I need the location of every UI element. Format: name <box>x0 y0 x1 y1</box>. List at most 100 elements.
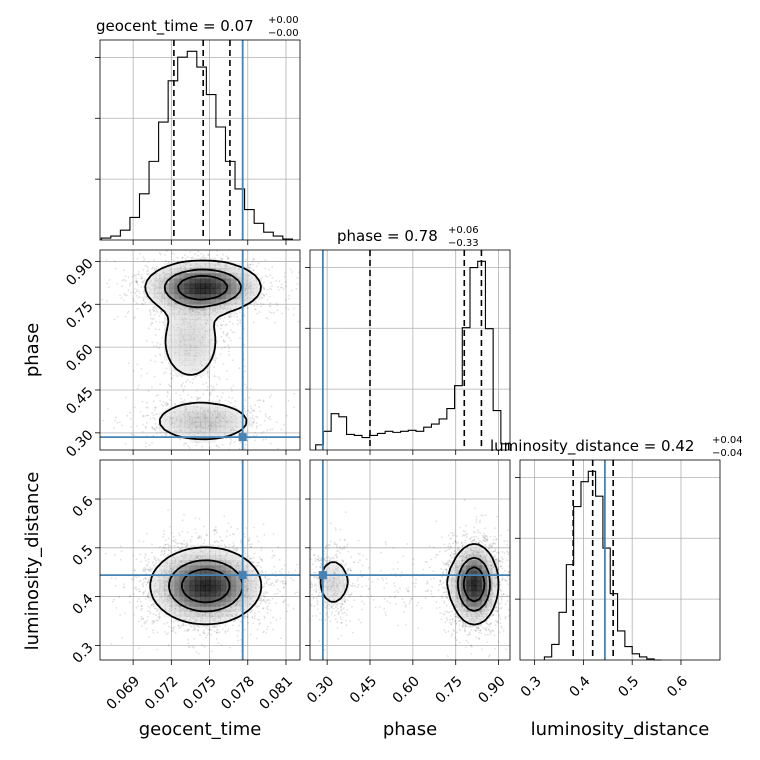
density-cell <box>241 293 247 300</box>
density-cell <box>210 309 216 315</box>
density-cell <box>174 406 180 412</box>
density-cell <box>210 324 216 330</box>
sample-point <box>136 280 138 282</box>
sample-point <box>135 280 138 282</box>
sample-point <box>164 403 167 405</box>
density-cell <box>153 298 160 305</box>
sample-point <box>249 387 252 390</box>
sample-point <box>229 315 232 317</box>
sample-point <box>190 540 192 543</box>
sample-point <box>265 317 268 319</box>
density-cell <box>210 283 216 289</box>
sample-point <box>253 434 255 437</box>
density-cell <box>205 416 211 423</box>
sample-point <box>165 401 168 404</box>
sample-point <box>163 549 166 552</box>
sample-point <box>131 275 134 278</box>
sample-point <box>226 530 229 533</box>
sample-point <box>203 645 206 648</box>
sample-point <box>163 622 166 625</box>
sample-point <box>252 556 255 559</box>
sample-point <box>215 357 218 360</box>
density-cell <box>200 262 206 269</box>
sample-point <box>142 423 144 426</box>
sample-point <box>149 612 152 615</box>
density-cell <box>200 370 206 377</box>
density-cell <box>230 293 237 300</box>
sample-point <box>271 582 274 584</box>
sample-point <box>167 392 169 394</box>
sample-point <box>239 541 242 544</box>
sample-point <box>125 280 127 282</box>
sample-point <box>251 617 254 619</box>
density-cell <box>205 319 211 325</box>
density-cell <box>184 329 191 336</box>
density-cell <box>235 421 242 428</box>
sample-point <box>146 372 149 375</box>
histogram-phase <box>315 260 510 450</box>
density-cell <box>225 273 232 279</box>
density-cell <box>235 298 242 305</box>
density-cell <box>210 411 216 418</box>
sample-point <box>233 441 236 443</box>
sample-point <box>114 416 117 419</box>
sample-point <box>211 389 214 392</box>
sample-point <box>142 585 145 588</box>
density-cell <box>179 267 186 274</box>
sample-point <box>295 287 298 290</box>
sample-point <box>217 642 220 644</box>
sample-point <box>185 381 187 384</box>
sample-point <box>105 259 108 261</box>
xlabel-luminosity-distance: luminosity_distance <box>531 719 710 740</box>
sample-point <box>140 277 143 280</box>
sample-point <box>129 411 132 414</box>
sample-point <box>229 646 231 649</box>
density-cell <box>174 262 180 269</box>
sample-point <box>135 425 138 427</box>
sample-point <box>178 532 181 535</box>
sample-point <box>105 299 108 302</box>
density-cell <box>189 365 196 371</box>
sample-point <box>225 255 228 258</box>
density-cell <box>179 339 186 346</box>
sample-point <box>155 394 158 397</box>
density-cell <box>225 426 232 433</box>
sample-point <box>134 292 137 295</box>
title-phase-sub: −0.33 <box>448 238 479 249</box>
sample-point <box>265 293 268 295</box>
density-cell <box>184 314 191 320</box>
sample-point <box>181 257 184 259</box>
sample-point <box>123 586 126 589</box>
density-cell <box>174 339 180 346</box>
sample-point <box>155 320 158 323</box>
sample-point <box>268 311 271 313</box>
sample-point <box>225 323 228 326</box>
sample-point <box>237 319 240 322</box>
hist-panel-geocent_time <box>95 39 301 245</box>
sample-point <box>239 620 242 623</box>
sample-point <box>113 318 116 321</box>
sample-point <box>116 315 119 318</box>
sample-point <box>144 577 147 579</box>
sample-point <box>201 256 204 258</box>
sample-point <box>228 347 230 349</box>
density-cell <box>184 273 191 279</box>
density-cell <box>230 267 237 274</box>
density-cell <box>189 416 196 423</box>
density-cell <box>205 278 211 284</box>
sample-point <box>209 627 211 630</box>
density-cell <box>164 426 170 433</box>
sample-point <box>221 392 224 394</box>
density-cell <box>230 309 237 315</box>
density-cell <box>194 262 201 269</box>
sample-point <box>127 310 130 313</box>
sample-point <box>284 432 287 435</box>
sample-point <box>212 388 215 391</box>
sample-point <box>294 592 296 595</box>
sample-point <box>220 539 223 542</box>
density-cell <box>215 411 221 418</box>
sample-point <box>183 539 186 542</box>
sample-point <box>267 417 270 419</box>
density-cell <box>246 293 252 300</box>
sample-point <box>214 528 216 531</box>
